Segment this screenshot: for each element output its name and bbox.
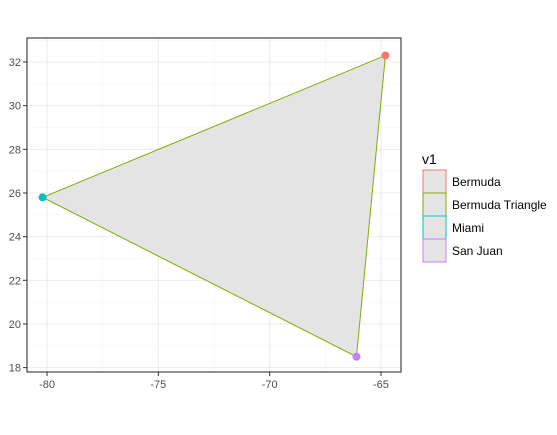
legend-label: Miami xyxy=(452,221,484,235)
y-tick-label: 32 xyxy=(9,57,21,69)
legend-label: San Juan xyxy=(452,244,503,258)
axes: -80 -75 -70 -65 18 20 22 24 26 28 30 32 xyxy=(9,57,389,391)
plot-data xyxy=(38,51,390,361)
legend-key xyxy=(422,238,447,263)
data-point xyxy=(381,51,390,60)
legend-key xyxy=(422,215,447,240)
y-tick-label: 22 xyxy=(9,275,21,287)
y-tick-label: 18 xyxy=(9,363,21,375)
x-tick-label: -75 xyxy=(150,379,166,391)
data-point xyxy=(352,352,361,361)
x-tick-label: -70 xyxy=(262,379,278,391)
legend-label: Bermuda Triangle xyxy=(452,198,547,212)
y-tick-label: 26 xyxy=(9,188,21,200)
x-tick-label: -65 xyxy=(373,379,389,391)
legend-key xyxy=(422,169,447,194)
plot-panel-border xyxy=(26,37,402,373)
x-tick-label: -80 xyxy=(39,379,55,391)
legend-label: Bermuda xyxy=(452,175,501,189)
legend-title: v1 xyxy=(422,151,437,167)
data-point xyxy=(38,193,47,202)
y-tick-label: 28 xyxy=(9,144,21,156)
y-tick-label: 20 xyxy=(9,319,21,331)
legend: v1 Bermuda Bermuda Triangle Miami San Juan xyxy=(422,151,547,263)
bermuda-triangle-polygon xyxy=(41,54,386,358)
y-tick-label: 24 xyxy=(9,232,21,244)
y-tick-label: 30 xyxy=(9,101,21,113)
legend-key xyxy=(422,192,447,217)
